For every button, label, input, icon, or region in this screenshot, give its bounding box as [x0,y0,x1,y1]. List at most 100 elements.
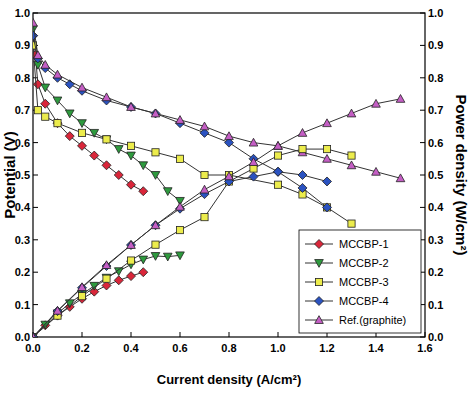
y-tick [33,304,38,305]
data-point [163,253,172,261]
data-point [139,256,148,264]
data-point [348,220,355,227]
data-point [103,275,110,282]
x-tick-label: 1.6 [417,342,432,354]
y-tick-label: 0.9 [15,39,30,51]
y2-tick-label: 1.0 [428,7,443,19]
series-line [33,255,180,337]
legend-label: MCCBP-1 [339,238,389,250]
y2-tick-label: 0.4 [428,201,444,213]
data-point [34,51,43,59]
data-point [176,155,183,162]
data-point [201,214,208,221]
y2-tick-label: 0.2 [428,266,443,278]
data-point [176,202,185,210]
data-point [200,185,209,193]
data-point [127,241,136,249]
data-point [41,61,50,69]
data-point [274,167,283,176]
legend-box [299,230,421,333]
data-point [65,110,74,118]
data-point [298,183,307,192]
y2-tick [420,110,425,111]
data-point [53,70,62,78]
data-point [176,116,185,124]
data-point [151,221,160,229]
x-tick [229,332,230,337]
data-point [176,226,183,233]
series-line [33,45,352,223]
data-point [41,99,50,108]
data-point [163,188,172,196]
y-tick-label: 0.2 [15,266,30,278]
data-point [78,83,87,91]
y-tick [33,207,38,208]
x-tick [82,332,83,337]
data-point [90,151,99,160]
x-tick-label: 1.4 [368,342,384,354]
data-point [42,113,49,120]
y-tick-label: 1.0 [15,7,30,19]
data-point [127,102,136,111]
data-point [53,97,62,105]
data-point [249,172,258,181]
data-point [151,109,160,118]
y-tick [33,239,38,240]
y2-tick-label: 0.9 [428,39,443,51]
data-point [396,174,405,182]
legend-marker [315,260,324,268]
y2-tick-label: 0.6 [428,137,443,149]
data-point [298,129,307,137]
y2-tick [420,175,425,176]
x-tick-label: 0.2 [74,342,89,354]
y2-tick-label: 0.8 [428,72,443,84]
data-point [323,145,330,152]
legend-marker [315,297,324,306]
data-point [102,161,111,170]
data-point [127,152,136,160]
data-point [127,180,136,189]
y-tick [33,272,38,273]
y2-tick [420,207,425,208]
y-tick-label: 0.1 [15,299,30,311]
data-point [323,203,332,212]
data-point [114,276,123,285]
x-tick [425,332,426,337]
data-point [298,171,307,180]
data-point [78,141,87,150]
series-line [33,36,327,208]
data-point [323,119,332,127]
data-point [176,252,185,260]
data-point [249,158,258,166]
y2-tick-label: 0.0 [428,331,443,343]
data-point [102,261,111,269]
data-point [274,152,281,159]
data-point [151,253,160,261]
plot-frame [33,13,425,337]
data-point [127,272,136,281]
data-point [299,145,306,152]
x-tick-label: 1.2 [319,342,334,354]
data-point [347,109,356,117]
series-line [33,172,327,337]
chart: 0.00.20.40.60.81.01.21.41.60.00.10.20.30… [0,0,468,395]
data-point [323,177,332,186]
y-tick-label: 0.3 [15,234,30,246]
data-point [151,221,160,230]
data-point [152,149,159,156]
data-point [102,93,111,101]
data-point [102,136,111,144]
data-point [33,333,37,337]
data-point [78,129,85,136]
legend-label: MCCBP-3 [339,276,389,288]
x-tick [131,332,132,337]
data-point [34,107,41,114]
data-point [152,241,159,248]
data-point [127,142,134,149]
series-line [33,36,143,192]
y-tick-label: 0.8 [15,72,30,84]
y-tick [33,13,38,14]
y2-tick-label: 0.7 [428,104,443,116]
data-point [65,132,74,141]
data-point [90,282,99,290]
